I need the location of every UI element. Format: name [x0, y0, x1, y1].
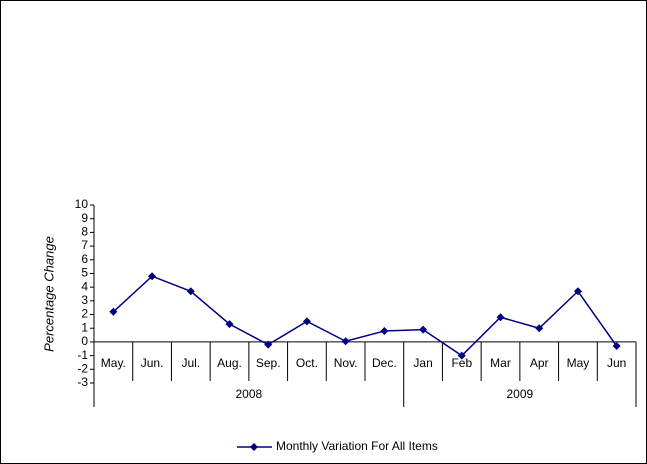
legend-marker	[250, 443, 258, 451]
series-line	[112, 275, 618, 357]
y-tick-label: 5	[81, 266, 88, 280]
x-tick-label: Sep.	[256, 356, 281, 370]
data-point	[612, 342, 621, 351]
x-tick-label: Jun.	[141, 356, 164, 370]
x-tick-label: May.	[101, 356, 126, 370]
x-tick-label: Apr	[530, 356, 549, 370]
x-tick-label: Jan	[413, 356, 432, 370]
data-point	[341, 337, 350, 346]
y-tick-label: 0	[81, 334, 88, 348]
y-tick-label: 9	[81, 211, 88, 225]
legend-label: Monthly Variation For All Items	[276, 439, 438, 453]
data-point	[302, 317, 311, 326]
x-tick-label: Jul.	[181, 356, 200, 370]
y-tick-label: -3	[77, 375, 88, 389]
y-tick-label: 6	[81, 252, 88, 266]
data-point	[148, 272, 157, 281]
x-tick-label: Dec.	[372, 356, 397, 370]
data-point	[109, 307, 118, 316]
data-point	[573, 287, 582, 296]
y-tick-label: 7	[81, 238, 88, 252]
y-tick-label: 10	[75, 197, 89, 211]
data-point	[457, 351, 466, 360]
data-point	[380, 326, 389, 335]
y-axis-title: Percentage Change	[41, 236, 56, 352]
data-point	[496, 313, 505, 322]
data-point	[186, 287, 195, 296]
x-tick-label: Feb	[451, 356, 472, 370]
data-point	[419, 325, 428, 334]
x-tick-label: Mar	[490, 356, 511, 370]
x-tick-label: Nov.	[334, 356, 358, 370]
group-label: 2009	[507, 387, 534, 401]
y-tick-label: 2	[81, 307, 88, 321]
data-point	[264, 340, 273, 349]
y-tick-label: 4	[81, 279, 88, 293]
x-tick-label: Oct.	[296, 356, 318, 370]
y-tick-label: 8	[81, 225, 88, 239]
x-tick-label: Jun	[607, 356, 626, 370]
group-label: 2008	[236, 387, 263, 401]
y-tick-label: -2	[77, 361, 88, 375]
data-point	[535, 324, 544, 333]
y-tick-label: -1	[77, 348, 88, 362]
y-tick-label: 1	[81, 320, 88, 334]
x-tick-label: Aug.	[217, 356, 242, 370]
x-tick-label: May	[567, 356, 590, 370]
y-tick-label: 3	[81, 293, 88, 307]
data-point	[225, 320, 234, 329]
